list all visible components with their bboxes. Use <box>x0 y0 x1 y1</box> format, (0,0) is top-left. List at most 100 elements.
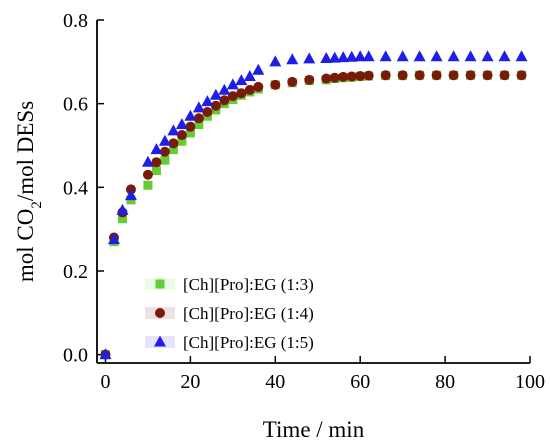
data-point <box>117 214 127 224</box>
legend-marker <box>155 279 165 289</box>
data-point <box>379 50 392 62</box>
data-point <box>218 83 231 95</box>
x-axis-label: Time / min <box>263 417 365 442</box>
data-point <box>464 50 477 62</box>
y-axis-label-subscript: 2 <box>29 201 45 209</box>
data-point <box>210 100 221 111</box>
x-tick-label: 40 <box>265 371 285 393</box>
data-point <box>243 69 256 81</box>
data-point <box>194 120 204 130</box>
data-point <box>380 70 391 81</box>
legend-marker <box>154 335 166 347</box>
data-point <box>185 128 195 138</box>
y-tick-label: 0.0 <box>63 345 88 367</box>
legend: [Ch][Pro]:EG (1:3) [Ch][Pro]:EG (1:4) [Ch]… <box>145 275 314 352</box>
x-tick-label: 60 <box>350 371 370 393</box>
data-point <box>107 233 120 245</box>
data-point <box>235 74 248 86</box>
data-point <box>303 52 316 64</box>
legend-label: [Ch][Pro]:EG (1:4) <box>183 304 314 323</box>
data-point <box>448 70 459 81</box>
data-point <box>226 78 239 90</box>
axes <box>96 20 530 364</box>
y-tick-label: 0.2 <box>63 261 88 283</box>
x-tick-label: 20 <box>180 371 200 393</box>
legend-label: [Ch][Pro]:EG (1:5) <box>183 333 314 352</box>
data-point <box>337 51 350 63</box>
data-point <box>124 189 137 201</box>
data-point <box>329 72 340 83</box>
data-point <box>321 73 332 84</box>
data-point <box>176 130 187 141</box>
data-point <box>99 348 112 360</box>
data-point <box>346 71 357 82</box>
legend-label: [Ch][Pro]:EG (1:3) <box>183 275 314 294</box>
data-point <box>355 71 366 82</box>
data-point <box>362 50 375 62</box>
y-tick-label: 0.4 <box>63 177 88 199</box>
data-point <box>150 143 163 155</box>
data-point <box>192 101 205 113</box>
data-point <box>236 88 247 99</box>
data-point <box>202 107 213 118</box>
data-point <box>287 76 298 87</box>
data-point <box>253 81 264 92</box>
data-point <box>167 124 180 136</box>
data-point <box>431 70 442 81</box>
data-point <box>328 51 341 63</box>
y-axis-label: mol CO2/mol DESs <box>13 101 45 282</box>
data-point <box>142 169 153 180</box>
data-point <box>168 138 179 149</box>
data-point <box>177 136 187 146</box>
x-tick-label: 0 <box>100 371 110 393</box>
data-point <box>160 155 170 165</box>
data-point <box>414 70 425 81</box>
data-point <box>286 53 299 65</box>
data-point <box>363 70 374 81</box>
x-tick-label: 80 <box>435 371 455 393</box>
data-point <box>159 146 170 157</box>
ticks: 0 20 40 60 80 100 0.0 0.2 0.4 0.6 0.8 <box>63 10 545 393</box>
data-point <box>175 118 188 130</box>
data-point <box>158 134 171 146</box>
data-point <box>320 51 333 63</box>
plot-area <box>99 50 528 360</box>
data-point <box>516 70 527 81</box>
data-point <box>184 109 197 121</box>
data-point <box>430 50 443 62</box>
data-point <box>201 95 214 107</box>
data-point <box>252 63 265 75</box>
data-point <box>209 88 222 100</box>
data-point <box>227 91 238 102</box>
data-point <box>141 155 154 167</box>
y-tick-label: 0.8 <box>63 10 88 32</box>
data-point <box>151 157 162 168</box>
data-point <box>338 71 349 82</box>
data-point <box>270 79 281 90</box>
data-point <box>269 55 282 67</box>
data-point <box>304 74 315 85</box>
x-tick-label: 100 <box>515 371 545 393</box>
data-point <box>397 70 408 81</box>
series-3 <box>99 50 528 360</box>
data-point <box>116 203 129 215</box>
y-axis-label-part: /mol DESs <box>13 101 38 201</box>
y-tick-label: 0.6 <box>63 94 88 116</box>
data-point <box>481 50 494 62</box>
y-axis-label-part: mol CO <box>13 209 38 282</box>
data-point <box>244 84 255 95</box>
data-point <box>515 50 528 62</box>
data-point <box>396 50 409 62</box>
data-point <box>168 145 178 155</box>
data-point <box>498 50 511 62</box>
data-point <box>354 50 367 62</box>
data-point <box>185 121 196 132</box>
data-point <box>447 50 460 62</box>
data-point <box>143 180 153 190</box>
data-point <box>193 113 204 124</box>
data-point <box>151 166 161 176</box>
data-point <box>219 95 230 106</box>
data-point <box>413 50 426 62</box>
data-point <box>499 70 510 81</box>
